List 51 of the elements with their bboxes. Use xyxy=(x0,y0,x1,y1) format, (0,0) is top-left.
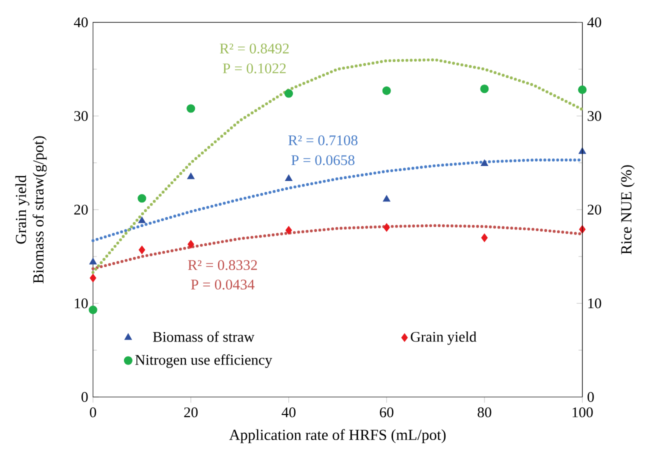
point xyxy=(480,159,488,166)
point xyxy=(138,194,146,203)
line-series xyxy=(92,58,584,274)
y-tick-label: 40 xyxy=(74,17,88,28)
x-tick-label: 100 xyxy=(572,407,593,418)
x-tick-label: 20 xyxy=(184,407,198,418)
point xyxy=(90,274,96,282)
x-axis-title: Application rate of HRFS (mL/pot) xyxy=(229,429,446,444)
point xyxy=(88,306,98,314)
x-tick-label: 80 xyxy=(478,407,492,418)
point xyxy=(382,86,391,95)
y-tick-label: 0 xyxy=(82,392,88,402)
y2-tick-label: 0 xyxy=(588,392,594,402)
point xyxy=(89,258,97,264)
point xyxy=(138,216,146,224)
point xyxy=(382,195,390,202)
point xyxy=(578,85,587,94)
annotation: P = 0.1022 xyxy=(222,63,286,74)
legend-label: Grain yield xyxy=(410,331,476,345)
point xyxy=(188,240,194,249)
point xyxy=(186,104,196,113)
point xyxy=(138,246,146,254)
text: Grain yield xyxy=(15,175,30,244)
point xyxy=(285,226,292,235)
point xyxy=(187,172,195,180)
y2-tick-label: 40 xyxy=(587,17,602,28)
point xyxy=(481,233,488,242)
y-axis-title: Biomass of straw(g/pot) xyxy=(32,136,47,284)
point xyxy=(383,223,390,232)
legend-label: Nitrogen use efficiency xyxy=(135,354,272,368)
point xyxy=(285,174,292,182)
x-tick-label: 60 xyxy=(380,407,394,418)
annotation: R² = 0.8492 xyxy=(220,44,289,54)
annotation: R² = 0.8332 xyxy=(188,260,257,270)
y2-axis-title: Rice NUE (%) xyxy=(620,165,635,254)
annotation: P = 0.0434 xyxy=(191,280,254,290)
y-tick-label: 30 xyxy=(74,111,88,121)
annotation: P = 0.0658 xyxy=(291,155,354,166)
annotation: R² = 0.7108 xyxy=(288,135,358,146)
y-tick-label: 10 xyxy=(74,298,88,308)
y-tick-label: 20 xyxy=(74,204,88,215)
y2-tick-label: 10 xyxy=(588,298,602,308)
x-tick-label: 0 xyxy=(90,407,96,418)
y2-tick-label: 30 xyxy=(588,111,602,121)
point xyxy=(480,84,489,94)
x-tick-label: 40 xyxy=(282,407,296,418)
point xyxy=(284,89,294,98)
legend-label: Biomass of straw xyxy=(153,331,254,342)
y2-tick-label: 20 xyxy=(588,204,602,215)
point xyxy=(579,225,586,234)
point xyxy=(578,147,586,154)
